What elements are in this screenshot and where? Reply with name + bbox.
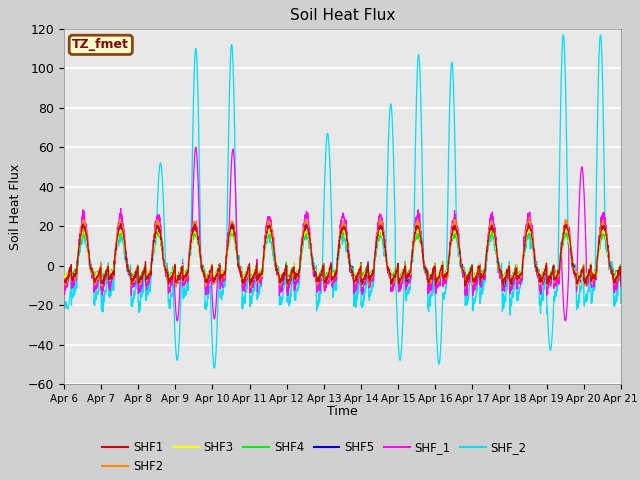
SHF5 bbox=[568, 258, 576, 264]
SHF1 bbox=[117, 221, 125, 227]
SHF4 bbox=[388, 278, 396, 284]
SHF3 bbox=[371, 257, 378, 263]
X-axis label: Time: Time bbox=[327, 405, 358, 418]
SHF_2 bbox=[60, 304, 68, 310]
SHF5 bbox=[584, 273, 591, 279]
SHF_1 bbox=[568, 259, 576, 264]
SHF4 bbox=[216, 261, 223, 267]
SHF3 bbox=[568, 259, 576, 264]
SHF_1 bbox=[617, 283, 625, 289]
Line: SHF5: SHF5 bbox=[64, 225, 621, 285]
SHF4 bbox=[488, 228, 496, 233]
SHF4 bbox=[60, 274, 68, 279]
SHF5 bbox=[320, 282, 328, 288]
SHF5 bbox=[60, 279, 68, 285]
SHF2 bbox=[617, 279, 625, 285]
SHF_2 bbox=[216, 270, 223, 276]
SHF_2 bbox=[371, 256, 379, 262]
SHF_2 bbox=[568, 255, 576, 261]
SHF_2 bbox=[359, 299, 367, 304]
SHF_2 bbox=[617, 300, 625, 306]
SHF1 bbox=[461, 283, 469, 289]
SHF_1 bbox=[584, 271, 591, 277]
SHF2 bbox=[584, 276, 591, 281]
SHF1 bbox=[60, 276, 68, 282]
SHF3 bbox=[584, 272, 591, 278]
SHF5 bbox=[359, 277, 367, 283]
Line: SHF_2: SHF_2 bbox=[64, 35, 621, 368]
SHF2 bbox=[504, 267, 512, 273]
SHF_2 bbox=[211, 365, 218, 371]
Title: Soil Heat Flux: Soil Heat Flux bbox=[290, 9, 395, 24]
SHF3 bbox=[432, 281, 440, 287]
SHF4 bbox=[568, 258, 576, 264]
SHF_2 bbox=[504, 272, 512, 278]
Line: SHF1: SHF1 bbox=[64, 224, 621, 286]
SHF1 bbox=[617, 280, 625, 286]
SHF2 bbox=[359, 278, 367, 284]
Y-axis label: Soil Heat Flux: Soil Heat Flux bbox=[10, 163, 22, 250]
SHF3 bbox=[60, 277, 68, 283]
SHF1 bbox=[505, 264, 513, 270]
Line: SHF3: SHF3 bbox=[64, 226, 621, 284]
SHF4 bbox=[371, 262, 378, 268]
SHF4 bbox=[584, 272, 591, 278]
SHF_1 bbox=[505, 266, 513, 272]
SHF3 bbox=[563, 223, 570, 229]
SHF1 bbox=[584, 273, 591, 279]
SHF1 bbox=[371, 255, 379, 261]
SHF2 bbox=[371, 253, 379, 259]
SHF3 bbox=[216, 264, 223, 269]
SHF4 bbox=[358, 273, 366, 278]
SHF3 bbox=[617, 277, 625, 283]
SHF_1 bbox=[60, 287, 68, 293]
SHF4 bbox=[505, 263, 513, 269]
SHF3 bbox=[358, 277, 366, 283]
SHF5 bbox=[371, 256, 379, 262]
Line: SHF_1: SHF_1 bbox=[64, 147, 621, 321]
SHF5 bbox=[504, 268, 512, 274]
SHF_2 bbox=[559, 32, 567, 37]
Legend: SHF1, SHF2, SHF3, SHF4, SHF5, SHF_1, SHF_2: SHF1, SHF2, SHF3, SHF4, SHF5, SHF_1, SHF… bbox=[98, 436, 532, 478]
SHF_1 bbox=[371, 251, 379, 257]
Line: SHF2: SHF2 bbox=[64, 217, 621, 288]
SHF2 bbox=[568, 262, 576, 267]
SHF1 bbox=[216, 267, 223, 273]
SHF2 bbox=[525, 214, 533, 220]
SHF5 bbox=[617, 279, 625, 285]
SHF2 bbox=[247, 285, 255, 290]
SHF3 bbox=[504, 269, 512, 275]
SHF_1 bbox=[359, 285, 367, 291]
Text: TZ_fmet: TZ_fmet bbox=[72, 38, 129, 51]
SHF5 bbox=[216, 264, 223, 270]
SHF2 bbox=[216, 265, 223, 271]
SHF2 bbox=[60, 279, 68, 285]
SHF_2 bbox=[584, 293, 591, 299]
Line: SHF4: SHF4 bbox=[64, 230, 621, 281]
SHF_1 bbox=[173, 318, 181, 324]
SHF4 bbox=[617, 276, 625, 282]
SHF1 bbox=[359, 278, 367, 284]
SHF_1 bbox=[192, 144, 200, 150]
SHF_1 bbox=[216, 264, 223, 270]
SHF5 bbox=[525, 222, 533, 228]
SHF1 bbox=[568, 256, 576, 262]
